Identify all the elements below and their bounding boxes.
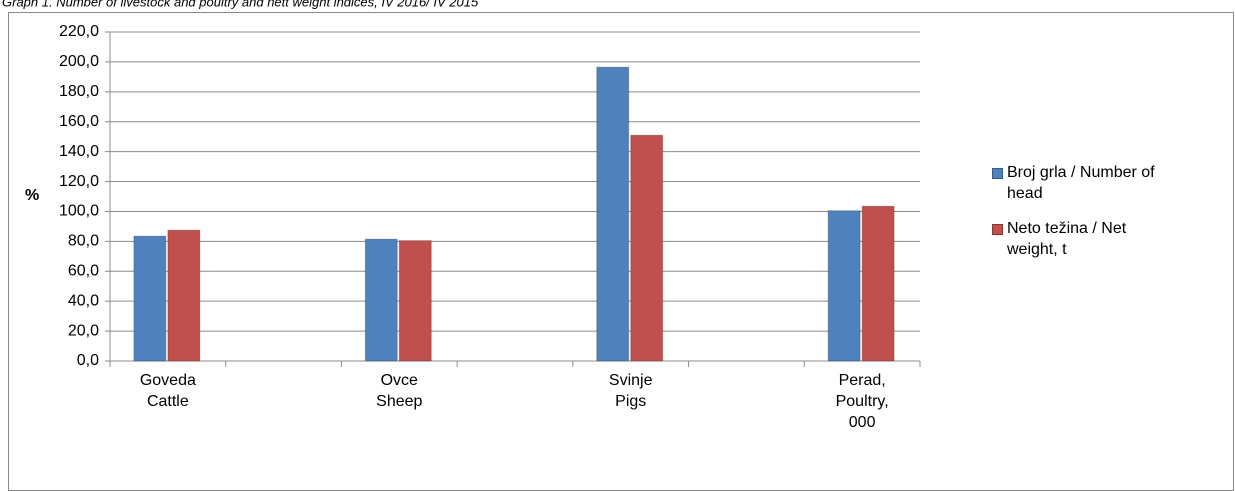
legend-item: Broj grla / Number of head <box>992 162 1182 204</box>
y-tick-label: 40,0 <box>68 292 99 309</box>
legend-label: Broj grla / Number of head <box>1007 164 1155 202</box>
x-tick-label: Pigs <box>615 393 646 410</box>
bar <box>167 229 201 362</box>
y-tick-label: 200,0 <box>59 53 99 70</box>
bar <box>364 238 398 362</box>
y-tick-label: 120,0 <box>59 173 99 190</box>
legend-swatch <box>992 168 1003 179</box>
y-tick-label: 180,0 <box>59 83 99 100</box>
bar <box>827 210 861 362</box>
x-tick-label: Poultry, <box>836 393 889 410</box>
legend-label: Neto težina / Net weight, t <box>1007 220 1127 258</box>
y-tick-label: 100,0 <box>59 203 99 220</box>
x-tick-label: 000 <box>849 414 876 431</box>
y-tick-label: 0,0 <box>77 352 99 369</box>
y-axis-label: % <box>25 187 39 204</box>
x-tick-label: Ovce <box>381 372 418 389</box>
legend-item: Neto težina / Net weight, t <box>992 218 1182 260</box>
x-tick-label: Sheep <box>376 393 422 410</box>
legend-swatch <box>992 224 1003 235</box>
legend: Broj grla / Number of head Neto težina / … <box>992 162 1182 274</box>
bar <box>861 205 895 362</box>
x-tick-label: Svinje <box>609 372 653 389</box>
x-tick-label: Cattle <box>147 393 189 410</box>
y-tick-label: 220,0 <box>59 23 99 40</box>
bar <box>596 66 630 362</box>
y-tick-label: 60,0 <box>68 262 99 279</box>
x-tick-label: Perad, <box>839 372 886 389</box>
y-tick-label: 140,0 <box>59 143 99 160</box>
bar <box>133 235 167 362</box>
y-tick-label: 20,0 <box>68 322 99 339</box>
bar <box>630 134 664 362</box>
bar <box>398 240 432 362</box>
chart-title: Graph 1. Number of livestock and poultry… <box>2 0 479 9</box>
y-tick-label: 80,0 <box>68 233 99 250</box>
y-tick-label: 160,0 <box>59 113 99 130</box>
x-tick-label: Goveda <box>140 372 196 389</box>
